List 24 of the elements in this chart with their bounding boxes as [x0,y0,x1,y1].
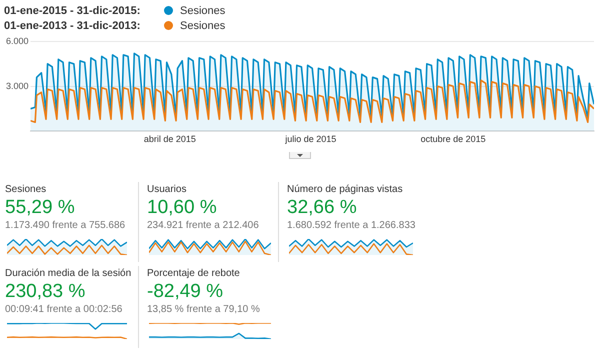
chart-subtitle: 10,60 % [147,197,218,219]
legend-label: Sesiones [180,5,226,17]
chart-title: Porcentaje de rebote [147,267,241,281]
y-tick-label: 6.000 [6,36,29,46]
chart-subtitle: 230,83 % [5,281,86,303]
chart-subtitle: -82,49 % [147,281,224,303]
text: 01-ene-2015 - 31-dic-2015: [4,4,142,19]
chart-title: Duración media de la sesión [5,267,132,281]
text: 1.173.490 frente a 755.686 [5,219,126,233]
chart-subtitle: 32,66 % [287,197,358,219]
x-tick-label: abril de 2015 [144,134,196,144]
text: 01-ene-2013 - 31-dic-2013: [4,19,142,34]
legend-label: Sesiones [180,20,226,32]
x-tick-label: octubre de 2015 [420,134,486,144]
x-tick-label: julio de 2015 [284,134,336,144]
text: 234.921 frente a 212.406 [147,219,260,233]
text: 13,85 % frente a 79,10 % [147,303,261,317]
chart-title: Sesiones [5,183,48,197]
text: 1.680.592 frente a 1.266.833 [287,219,416,233]
y-tick-label: 3.000 [6,80,29,91]
chart-title: Usuarios [147,183,188,197]
text: 00:09:41 frente a 00:02:56 [5,303,124,317]
chart-subtitle: 55,29 % [5,197,76,219]
chart-title: Número de páginas vistas [287,183,404,197]
